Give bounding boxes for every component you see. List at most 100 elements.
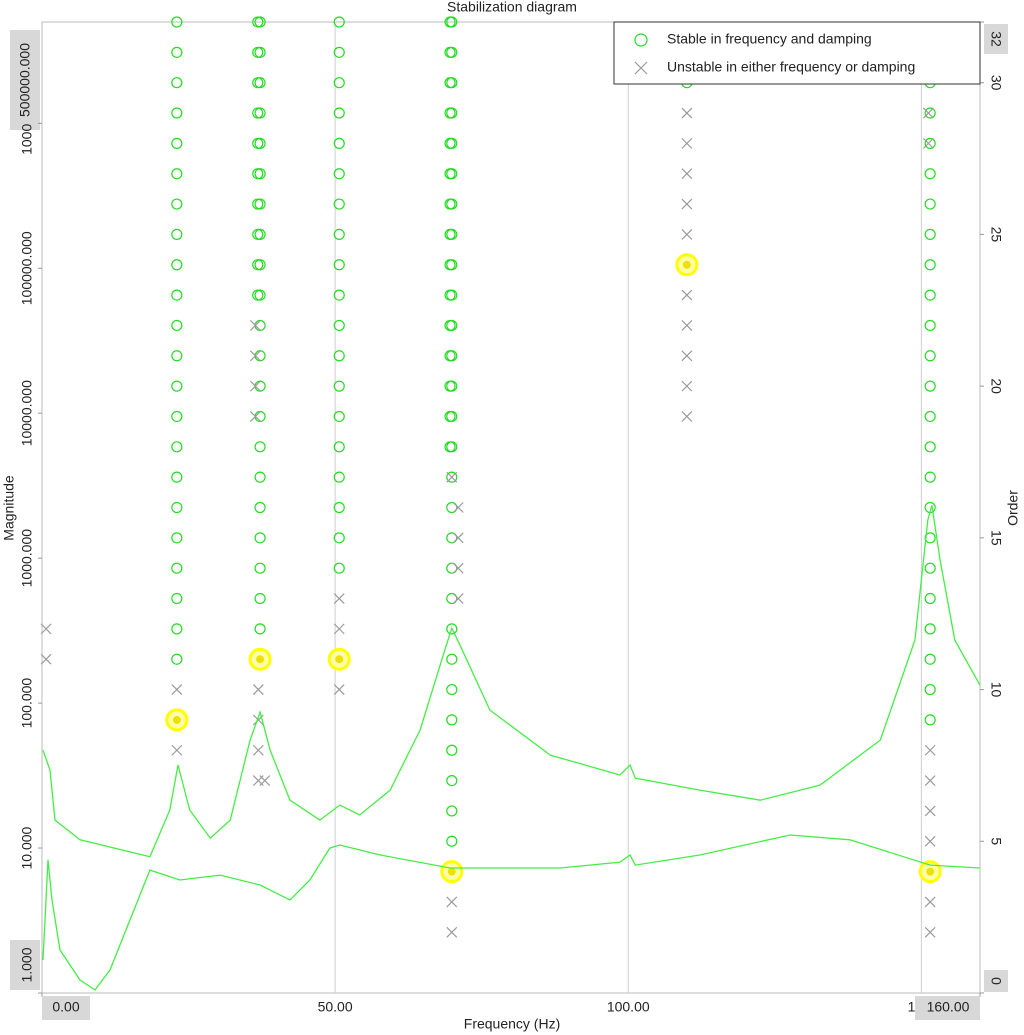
x-tick-label: 100.00 [607, 999, 650, 1015]
unstable-marker [681, 137, 693, 149]
stable-marker [446, 714, 458, 726]
stable-marker [924, 441, 936, 453]
unstable-marker [924, 805, 936, 817]
stable-marker [252, 259, 264, 271]
stable-marker [252, 198, 264, 210]
unstable-marker [333, 593, 345, 604]
stable-marker [333, 289, 345, 301]
stable-marker [171, 319, 183, 332]
x-tick-label: 0.00 [52, 999, 79, 1015]
stable-marker [254, 623, 266, 635]
unstable-marker [924, 744, 936, 756]
unstable-marker [924, 775, 936, 787]
stable-marker [252, 107, 264, 119]
stable-marker [446, 683, 458, 696]
stable-marker [444, 16, 456, 28]
unstable-marker [249, 350, 261, 362]
stable-marker [252, 137, 264, 149]
unstable-marker [452, 502, 464, 513]
stable-marker [444, 259, 456, 271]
stable-marker [333, 168, 345, 180]
stable-marker [252, 168, 264, 180]
stable-marker [924, 471, 936, 483]
stable-marker [333, 228, 345, 241]
selected-pole-center [447, 867, 456, 876]
stable-marker [444, 137, 456, 149]
stable-marker [171, 16, 183, 28]
unstable-marker [446, 926, 458, 938]
stable-marker [333, 259, 345, 271]
stable-marker [171, 168, 183, 180]
unstable-marker [924, 896, 936, 908]
stable-marker [252, 16, 264, 28]
y2-tick-label: 0 [988, 977, 1004, 985]
stable-marker [333, 16, 345, 28]
stable-marker [446, 653, 458, 665]
stable-marker [924, 289, 936, 301]
stable-marker [171, 380, 183, 392]
unstable-marker [446, 471, 458, 483]
y2-tick-label: 10 [988, 682, 1004, 698]
stable-marker [171, 350, 183, 362]
y2-tick-label: 32 [988, 31, 1004, 47]
stable-marker [333, 471, 345, 483]
stable-marker [254, 592, 266, 605]
stable-marker [171, 441, 183, 453]
stable-marker [444, 289, 456, 301]
stable-marker [171, 653, 183, 665]
stable-marker [333, 350, 345, 362]
stable-marker [333, 410, 345, 423]
limit-box [42, 996, 90, 1020]
stable-marker [333, 532, 345, 544]
stable-marker [444, 168, 456, 180]
y-axis-label: Magnitude [1, 475, 17, 541]
stable-marker [333, 319, 345, 332]
stable-marker [444, 77, 456, 89]
stable-marker [333, 46, 345, 58]
unstable-marker [171, 744, 183, 756]
stable-marker [252, 289, 264, 301]
unstable-marker [922, 107, 934, 119]
unstable-marker [446, 896, 458, 908]
y2-tick-label: 30 [988, 75, 1004, 91]
stable-marker [333, 137, 345, 149]
stable-marker [446, 805, 458, 817]
y2-tick-label: 25 [988, 227, 1004, 243]
stable-marker [171, 46, 183, 58]
stable-marker [254, 501, 266, 514]
stable-marker [446, 835, 458, 847]
stable-marker [924, 410, 936, 423]
frf-line [42, 505, 981, 858]
stable-marker [444, 380, 456, 392]
unstable-marker [249, 380, 261, 392]
y2-tick-label: 15 [988, 530, 1004, 546]
stable-marker [254, 562, 266, 574]
stable-marker [446, 471, 458, 483]
stable-marker [444, 107, 456, 119]
stable-marker [924, 532, 936, 544]
unstable-marker [681, 168, 693, 180]
selected-pole-center [682, 260, 691, 269]
stable-marker [924, 562, 936, 574]
stable-marker [171, 410, 183, 423]
unstable-marker [452, 532, 464, 544]
unstable-marker [40, 623, 52, 635]
unstable-marker [452, 562, 464, 574]
chart-title: Stabilization diagram [447, 0, 577, 15]
legend-label: Unstable in either frequency or damping [667, 59, 915, 75]
stable-marker [333, 562, 345, 574]
stable-marker [171, 77, 183, 89]
unstable-marker [924, 835, 936, 847]
unstable-marker [681, 289, 693, 301]
y2-tick-label: 20 [988, 378, 1004, 394]
unstable-marker [252, 744, 264, 756]
stable-marker [444, 350, 456, 362]
frf-line [42, 834, 981, 991]
limit-box [915, 996, 980, 1020]
unstable-marker [922, 137, 934, 149]
limit-box [984, 24, 1008, 54]
stable-marker [171, 289, 183, 301]
stable-marker [171, 501, 183, 514]
unstable-marker [681, 380, 693, 392]
unstable-marker [249, 411, 261, 422]
